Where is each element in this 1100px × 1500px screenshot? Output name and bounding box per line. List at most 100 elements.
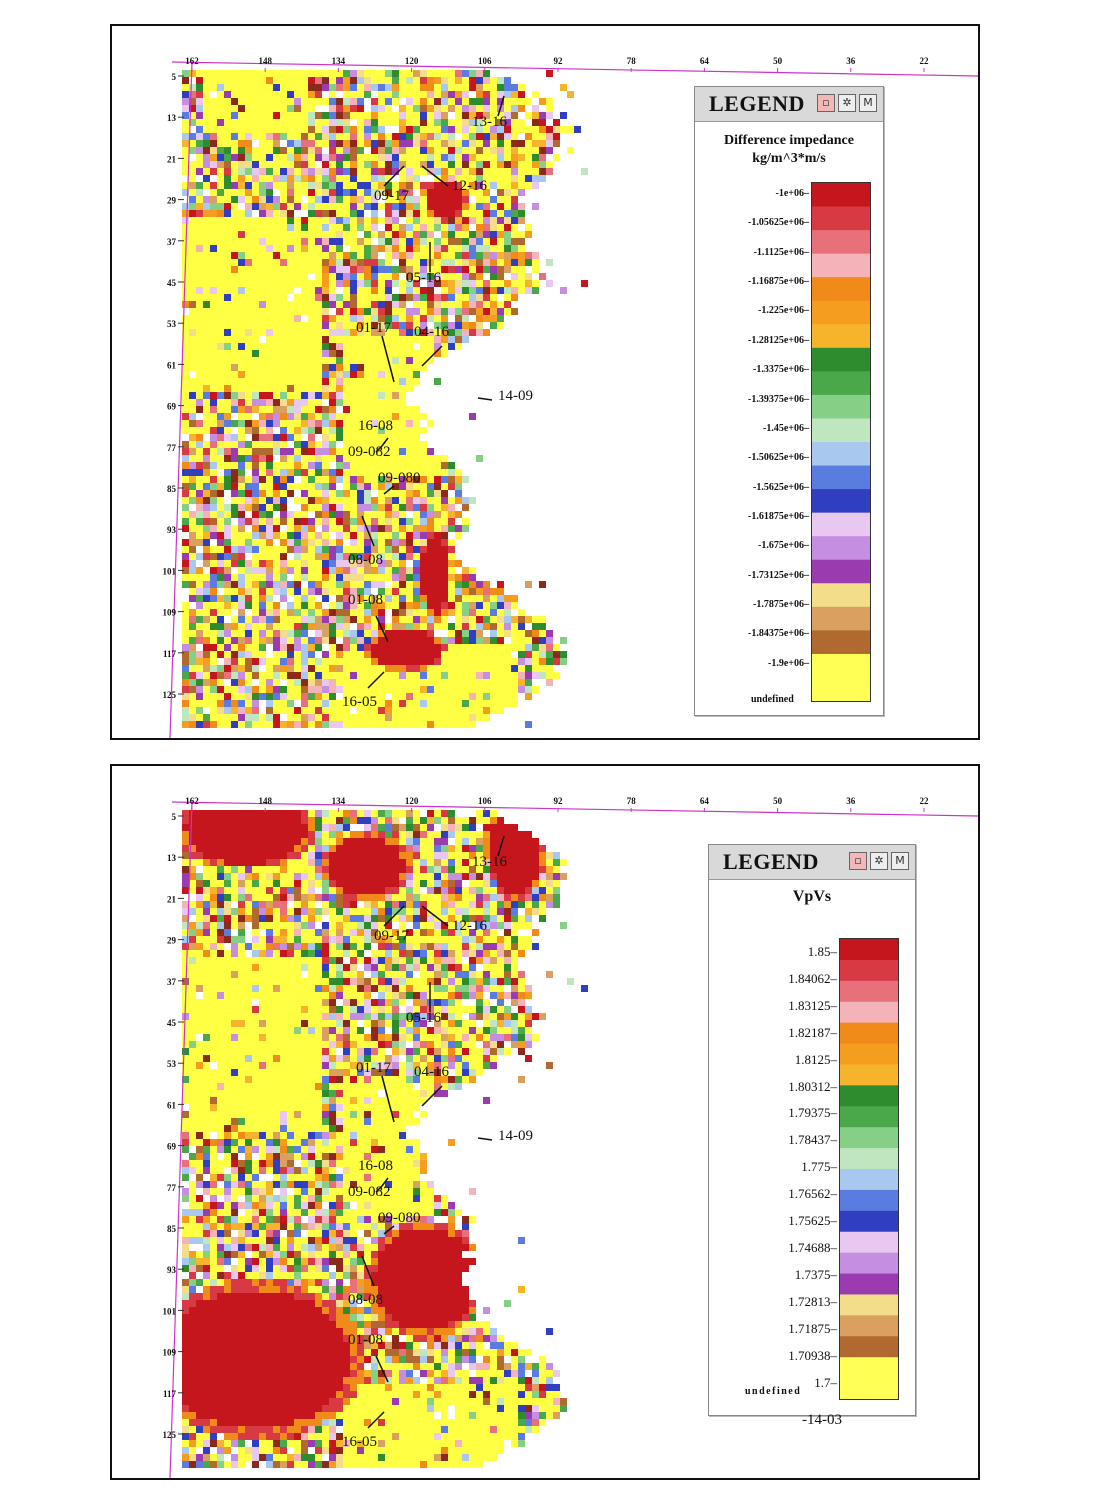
legend-header[interactable]: LEGEND ▫ ✲ M (695, 87, 883, 122)
map-cell (273, 588, 280, 595)
map-cell (182, 147, 189, 154)
map-cell (476, 322, 483, 329)
legend-maximize-icon[interactable]: M (859, 94, 877, 112)
map-cell (266, 490, 273, 497)
map-cell (469, 308, 476, 315)
map-cell (441, 574, 448, 581)
map-cell (490, 880, 497, 887)
map-cell (336, 651, 343, 658)
map-cell (469, 873, 476, 880)
map-cell (224, 511, 231, 518)
map-cell (322, 280, 329, 287)
map-cell (315, 378, 322, 385)
map-cell (343, 476, 350, 483)
map-cell (539, 161, 546, 168)
map-cell (189, 336, 196, 343)
map-cell (217, 469, 224, 476)
map-cell (273, 560, 280, 567)
map-cell (378, 217, 385, 224)
map-cell (259, 315, 266, 322)
map-cell (217, 392, 224, 399)
map-cell (182, 434, 189, 441)
map-cell (189, 175, 196, 182)
map-cell (273, 154, 280, 161)
map-cell (539, 845, 546, 852)
map-cell (455, 182, 462, 189)
map-cell (385, 84, 392, 91)
map-cell (455, 133, 462, 140)
map-cell (245, 539, 252, 546)
map-cell (238, 490, 245, 497)
map-cell (427, 845, 434, 852)
map-cell (399, 175, 406, 182)
map-cell (301, 686, 308, 693)
map-cell (224, 539, 231, 546)
map-cell (210, 609, 217, 616)
map-cell (329, 119, 336, 126)
map-cell (189, 427, 196, 434)
map-cell (441, 525, 448, 532)
map-cell (217, 245, 224, 252)
map-cell (231, 364, 238, 371)
map-cell (525, 859, 532, 866)
map-cell (378, 406, 385, 413)
map-cell (238, 866, 245, 873)
map-cell (364, 434, 371, 441)
map-cell (189, 406, 196, 413)
map-cell (210, 476, 217, 483)
map-cell (210, 175, 217, 182)
map-cell (322, 539, 329, 546)
map-cell (385, 287, 392, 294)
map-cell (469, 84, 476, 91)
map-cell (504, 189, 511, 196)
map-cell (287, 859, 294, 866)
map-cell (455, 679, 462, 686)
map-cell (336, 483, 343, 490)
map-cell (329, 77, 336, 84)
map-cell (287, 525, 294, 532)
map-cell (413, 287, 420, 294)
map-cell (455, 210, 462, 217)
map-cell (322, 231, 329, 238)
map-cell (525, 658, 532, 665)
map-cell (385, 560, 392, 567)
map-cell (189, 567, 196, 574)
map-cell (413, 553, 420, 560)
map-cell (525, 98, 532, 105)
map-cell (378, 852, 385, 859)
map-cell (378, 182, 385, 189)
map-cell (301, 126, 308, 133)
map-cell (329, 817, 336, 824)
map-cell (203, 98, 210, 105)
map-cell (203, 462, 210, 469)
map-cell (308, 378, 315, 385)
map-cell (392, 637, 399, 644)
map-cell (406, 196, 413, 203)
map-cell (343, 831, 350, 838)
map-cell (441, 238, 448, 245)
map-cell (231, 434, 238, 441)
map-cell (203, 357, 210, 364)
map-cell (434, 665, 441, 672)
map-cell (455, 266, 462, 273)
map-cell (427, 112, 434, 119)
map-cell (231, 175, 238, 182)
map-cell (420, 693, 427, 700)
map-cell (245, 217, 252, 224)
map-cell (203, 91, 210, 98)
map-cell (287, 658, 294, 665)
colorbar-swatch (812, 489, 870, 514)
map-cell (399, 301, 406, 308)
map-cell (294, 476, 301, 483)
map-cell (385, 252, 392, 259)
map-cell (448, 343, 455, 350)
legend-minimize-icon[interactable]: ▫ (817, 94, 835, 112)
map-cell (203, 511, 210, 518)
map-cell (455, 504, 462, 511)
map-cell (322, 140, 329, 147)
map-cell (364, 168, 371, 175)
map-cell (280, 77, 287, 84)
legend-settings-icon[interactable]: ✲ (838, 94, 856, 112)
map-cell (385, 644, 392, 651)
map-cell (350, 392, 357, 399)
